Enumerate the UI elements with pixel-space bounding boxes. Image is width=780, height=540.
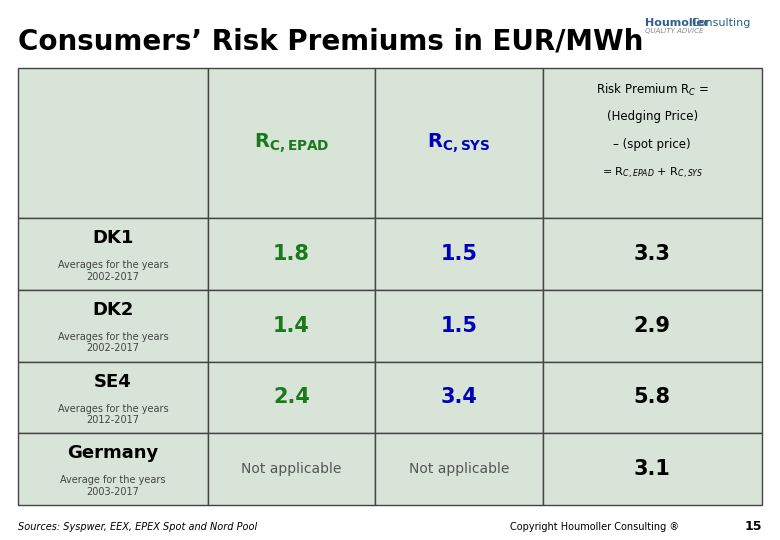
Bar [18, 361, 207, 433]
Text: DK2: DK2 [92, 301, 133, 319]
Text: 2.4: 2.4 [273, 387, 310, 407]
Bar [207, 433, 375, 505]
Text: 5.8: 5.8 [634, 387, 671, 407]
Text: 3.4: 3.4 [441, 387, 477, 407]
Text: 3.1: 3.1 [634, 459, 671, 479]
Bar [375, 218, 543, 290]
Text: 1.8: 1.8 [273, 244, 310, 264]
Text: 1.4: 1.4 [273, 315, 310, 336]
Bar [18, 290, 207, 361]
Text: = R$_{C,EPAD}$ + R$_{C,SYS}$: = R$_{C,EPAD}$ + R$_{C,SYS}$ [601, 166, 703, 181]
Text: Consulting: Consulting [691, 18, 750, 28]
Text: DK1: DK1 [92, 229, 133, 247]
Text: Averages for the years
2012-2017: Averages for the years 2012-2017 [58, 403, 168, 425]
Bar [543, 361, 762, 433]
Bar [375, 433, 543, 505]
Bar [207, 290, 375, 361]
Bar [207, 361, 375, 433]
Text: 3.3: 3.3 [634, 244, 671, 264]
Text: 2.9: 2.9 [634, 315, 671, 336]
Text: Houmoller: Houmoller [645, 18, 709, 28]
Text: Germany: Germany [67, 444, 158, 462]
Text: R$_{\mathbf{C,EPAD}}$: R$_{\mathbf{C,EPAD}}$ [254, 131, 329, 154]
Text: Averages for the years
2002-2017: Averages for the years 2002-2017 [58, 332, 168, 354]
Bar [18, 433, 207, 505]
Bar [543, 218, 762, 290]
Text: R$_{\mathbf{C,SYS}}$: R$_{\mathbf{C,SYS}}$ [427, 131, 491, 154]
Text: 1.5: 1.5 [441, 315, 477, 336]
Text: Not applicable: Not applicable [241, 462, 342, 476]
Text: (Hedging Price): (Hedging Price) [607, 110, 698, 123]
Text: SE4: SE4 [94, 373, 132, 390]
Bar [543, 68, 762, 218]
Text: 1.5: 1.5 [441, 244, 477, 264]
Bar [543, 290, 762, 361]
Text: Risk Premium R$_C$ =: Risk Premium R$_C$ = [596, 82, 709, 98]
Bar [18, 218, 207, 290]
Text: Sources: Syspwer, EEX, EPEX Spot and Nord Pool: Sources: Syspwer, EEX, EPEX Spot and Nor… [18, 522, 257, 532]
Text: Consumers’ Risk Premiums in EUR/MWh: Consumers’ Risk Premiums in EUR/MWh [18, 28, 644, 56]
Bar [375, 68, 543, 218]
Bar [375, 290, 543, 361]
Text: 15: 15 [744, 521, 762, 534]
Bar [207, 218, 375, 290]
Text: Average for the years
2003-2017: Average for the years 2003-2017 [60, 475, 165, 497]
Text: Not applicable: Not applicable [409, 462, 509, 476]
Text: Averages for the years
2002-2017: Averages for the years 2002-2017 [58, 260, 168, 282]
Text: QUALITY ADVICE: QUALITY ADVICE [645, 28, 704, 34]
Text: Copyright Houmoller Consulting ®: Copyright Houmoller Consulting ® [510, 522, 679, 532]
Bar [207, 68, 375, 218]
Bar [543, 433, 762, 505]
Bar [375, 361, 543, 433]
Bar [18, 68, 207, 218]
Text: – (spot price): – (spot price) [613, 138, 691, 151]
